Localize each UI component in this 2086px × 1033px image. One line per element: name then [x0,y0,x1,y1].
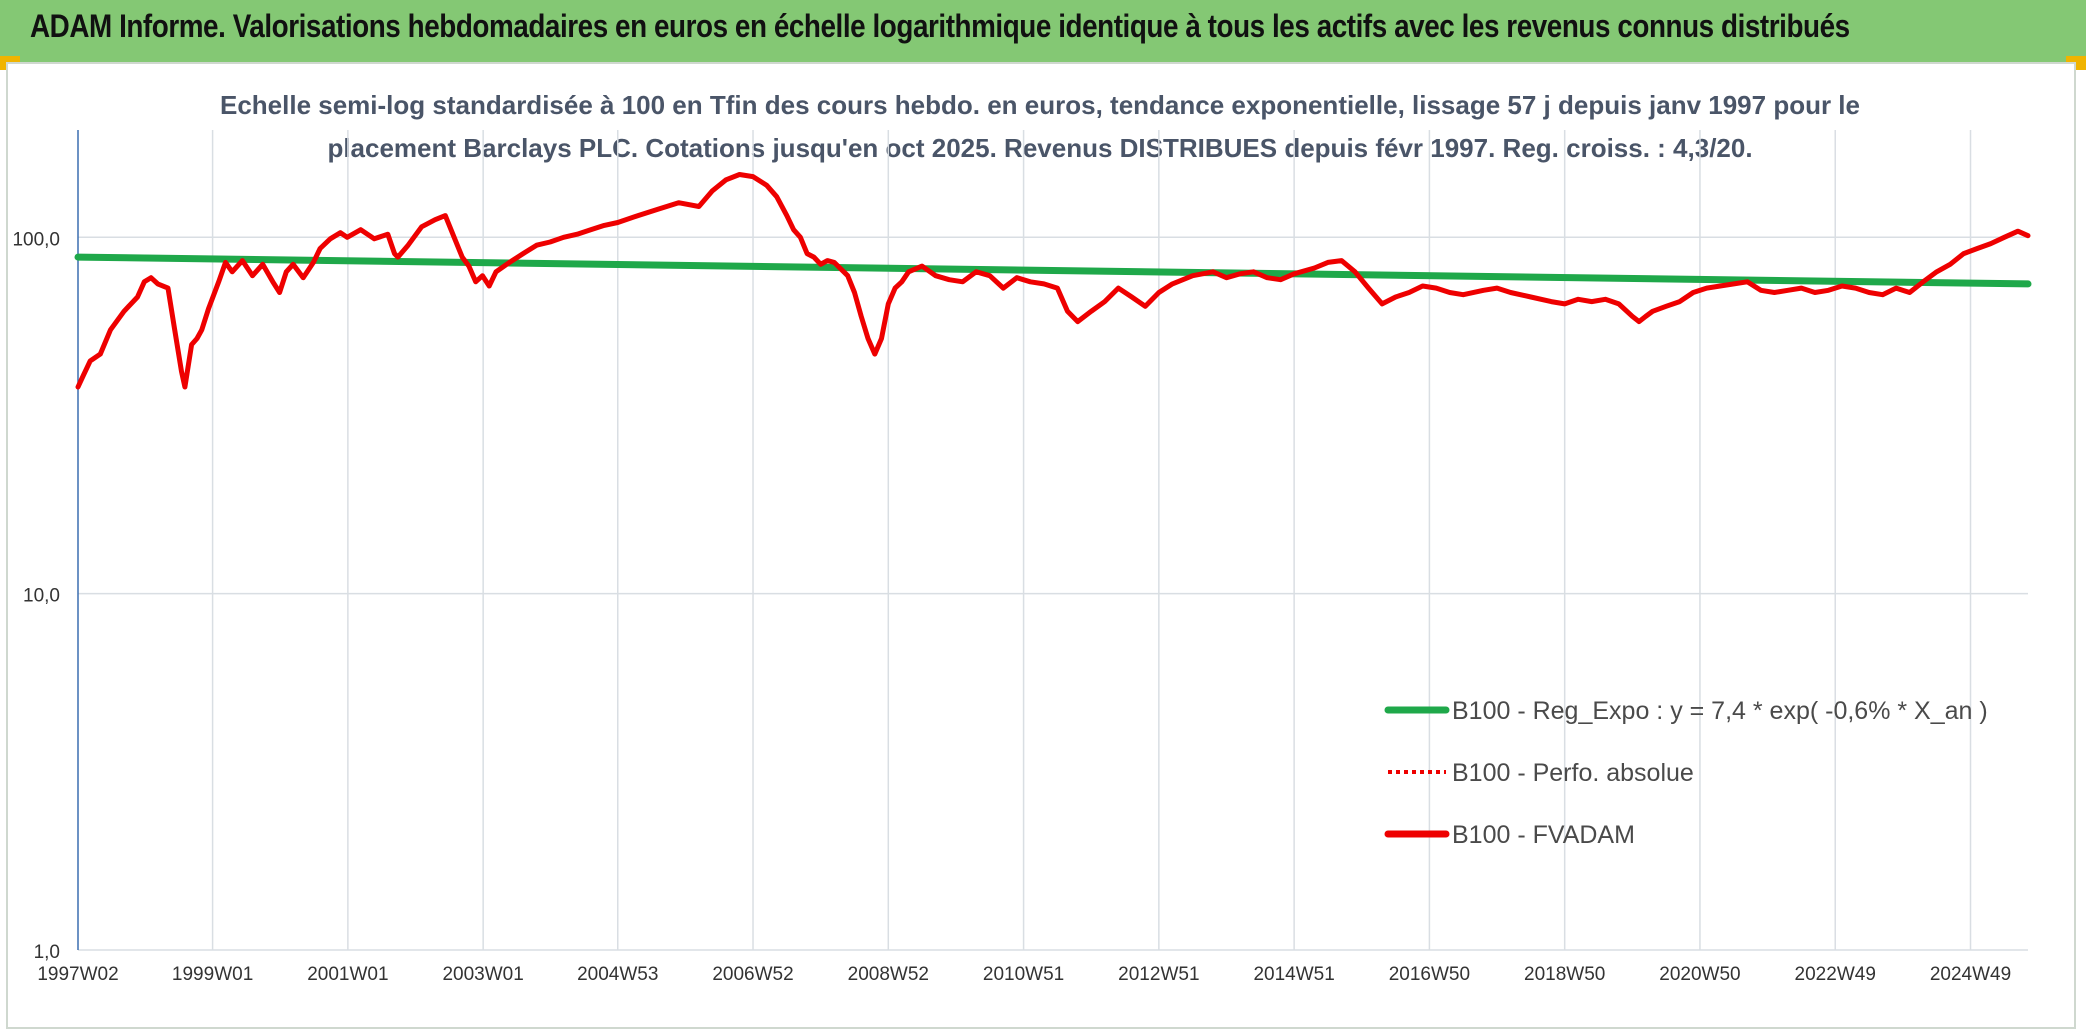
y-tick-label: 100,0 [12,229,60,250]
x-tick-label: 2008W52 [848,964,929,985]
chart-title-line-1: Echelle semi-log standardisée à 100 en T… [219,90,1860,120]
x-tick-label: 1997W02 [37,964,118,985]
x-tick-label: 2001W01 [307,964,388,985]
y-tick-label: 10,0 [23,586,60,607]
x-tick-label: 2014W51 [1253,964,1334,985]
chart-legend: B100 - Reg_Expo : y = 7,4 * exp( -0,6% *… [1384,697,1988,849]
x-tick-label: 1999W01 [172,964,253,985]
x-tick-label: 2004W53 [577,964,658,985]
legend-label: B100 - Reg_Expo : y = 7,4 * exp( -0,6% *… [1452,697,1988,725]
chart-grid [78,130,2028,951]
regression-series-line [74,253,2032,288]
x-tick-label: 2020W50 [1659,964,1740,985]
chart-frame [6,62,2076,1029]
x-tick-label: 2022W49 [1795,964,1876,985]
report-title: ADAM Informe. Valorisations hebdomadaire… [30,8,1850,44]
legend-label: B100 - FVADAM [1452,821,1635,849]
x-tick-label: 2010W51 [983,964,1064,985]
x-tick-label: 2006W52 [712,964,793,985]
x-tick-label: 2003W01 [442,964,523,985]
y-axis-ticks: 1,0 10,0 100,0 [12,229,60,963]
y-tick-label: 1,0 [34,942,60,963]
report-banner: ADAM Informe. Valorisations hebdomadaire… [0,0,2086,62]
x-axis-ticks: 1997W02 1999W01 2001W01 2003W01 2004W53 2006W… [37,964,2011,985]
fvadam-series-line [75,172,2031,390]
series-layer [74,172,2032,390]
x-tick-label: 2024W49 [1930,964,2011,985]
x-tick-label: 2016W50 [1389,964,1470,985]
legend-label: B100 - Perfo. absolue [1452,759,1694,787]
x-tick-label: 2012W51 [1118,964,1199,985]
chart-title-line-2: placement Barclays PLC. Cotations jusqu'… [327,133,1753,163]
x-tick-label: 2018W50 [1524,964,1605,985]
